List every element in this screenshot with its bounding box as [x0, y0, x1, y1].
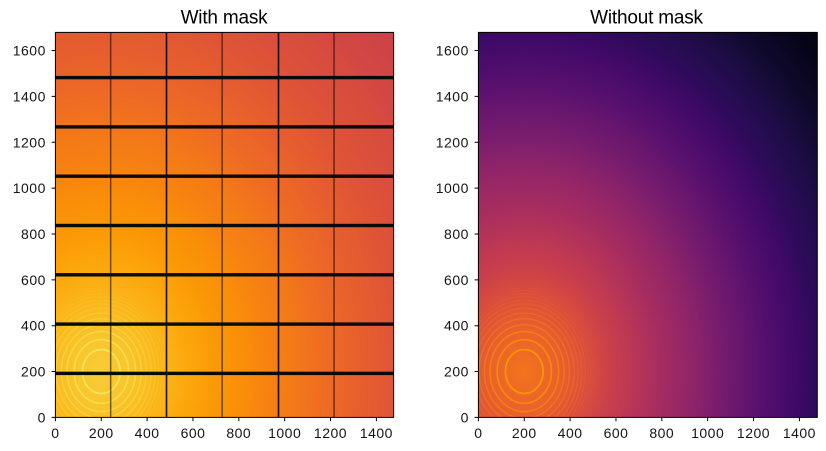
svg-text:0: 0	[461, 409, 469, 425]
svg-text:800: 800	[21, 226, 46, 242]
svg-text:With mask: With mask	[181, 7, 269, 28]
svg-text:200: 200	[512, 425, 537, 441]
svg-text:1000: 1000	[13, 180, 46, 196]
svg-text:400: 400	[444, 318, 469, 334]
svg-text:1000: 1000	[436, 180, 469, 196]
svg-text:0: 0	[51, 425, 59, 441]
svg-text:0: 0	[38, 409, 46, 425]
svg-text:600: 600	[181, 425, 206, 441]
svg-text:1000: 1000	[691, 425, 724, 441]
svg-text:1200: 1200	[314, 425, 347, 441]
svg-text:200: 200	[89, 425, 114, 441]
svg-text:Without mask: Without mask	[590, 7, 703, 28]
svg-text:200: 200	[444, 364, 469, 380]
svg-text:600: 600	[444, 272, 469, 288]
svg-text:1400: 1400	[783, 425, 816, 441]
svg-text:1600: 1600	[13, 43, 46, 59]
svg-text:1400: 1400	[436, 88, 469, 104]
svg-text:1200: 1200	[737, 425, 770, 441]
svg-text:1600: 1600	[436, 43, 469, 59]
svg-text:400: 400	[558, 425, 583, 441]
svg-text:800: 800	[444, 226, 469, 242]
svg-text:1000: 1000	[268, 425, 301, 441]
svg-text:800: 800	[649, 425, 674, 441]
svg-text:600: 600	[604, 425, 629, 441]
svg-text:0: 0	[474, 425, 482, 441]
svg-text:1200: 1200	[13, 134, 46, 150]
svg-text:400: 400	[21, 318, 46, 334]
svg-text:1400: 1400	[13, 88, 46, 104]
svg-text:600: 600	[21, 272, 46, 288]
svg-text:400: 400	[135, 425, 160, 441]
svg-text:200: 200	[21, 364, 46, 380]
svg-text:800: 800	[226, 425, 251, 441]
svg-text:1200: 1200	[436, 134, 469, 150]
svg-text:1400: 1400	[360, 425, 393, 441]
